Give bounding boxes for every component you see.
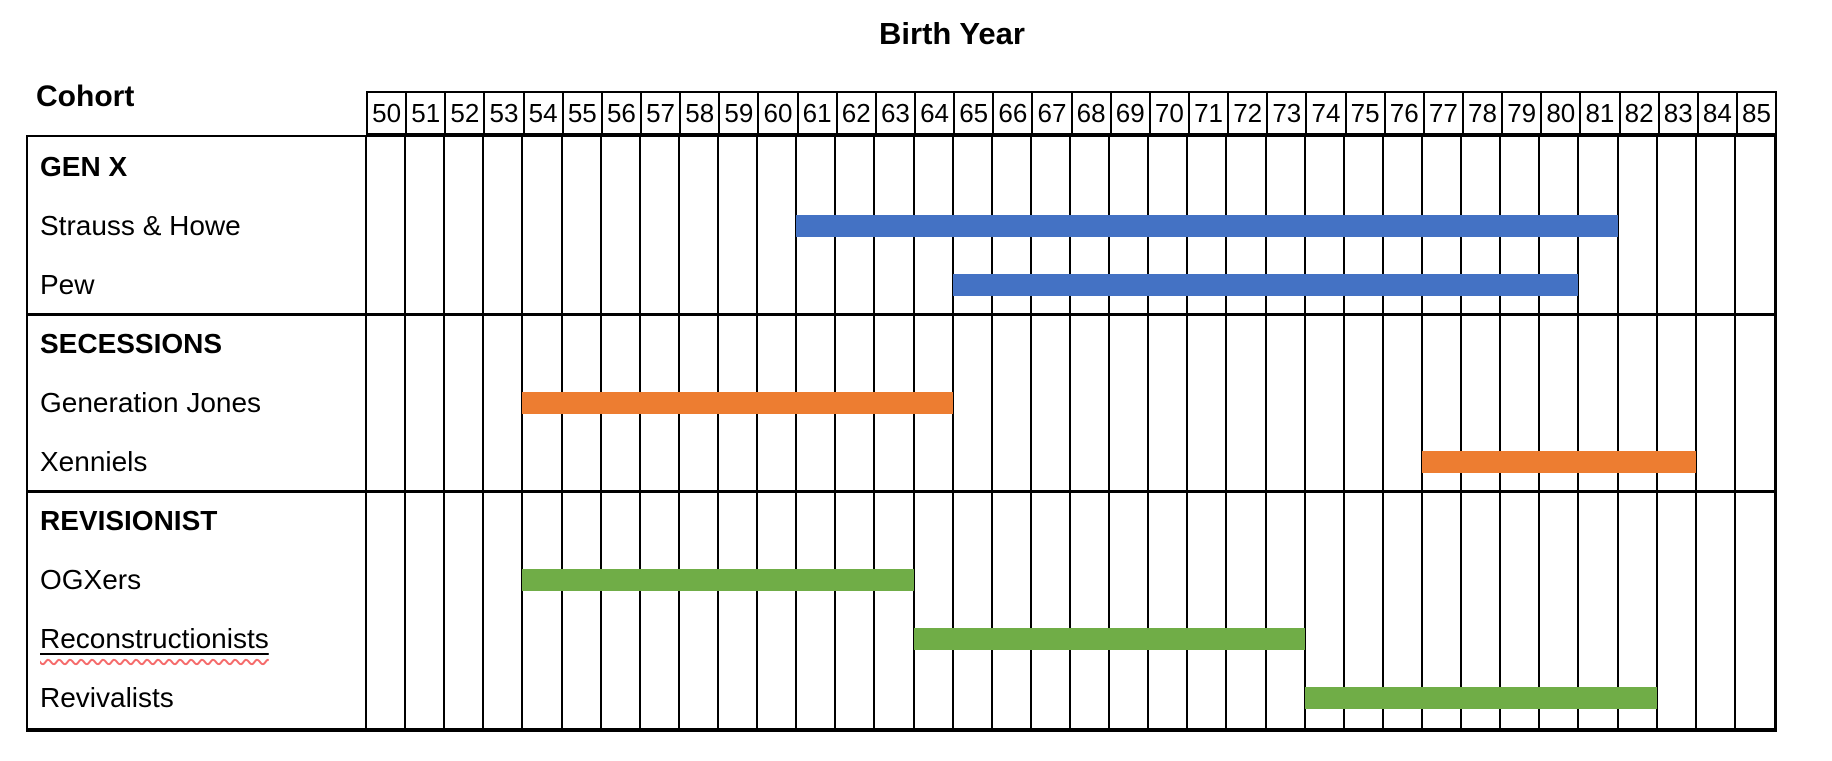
grid-line — [1069, 137, 1071, 728]
section-header-revisionist: REVISIONIST — [40, 505, 218, 537]
grid-line — [795, 137, 798, 728]
year-tick-83: 83 — [1657, 93, 1697, 133]
row-label-xenniels: Xenniels — [40, 446, 148, 478]
year-tick-73: 73 — [1266, 93, 1305, 133]
grid-line — [638, 137, 641, 728]
year-tick-51: 51 — [405, 93, 444, 133]
year-tick-56: 56 — [600, 93, 640, 133]
row-label-reconstructionists: Reconstructionists — [40, 610, 269, 669]
grid-line — [1733, 137, 1736, 728]
grid-line — [1421, 137, 1423, 728]
grid-line — [677, 137, 680, 728]
year-tick-61: 61 — [796, 93, 836, 133]
year-tick-74: 74 — [1305, 93, 1344, 133]
year-tick-67: 67 — [1031, 93, 1070, 133]
grid-line — [717, 137, 719, 728]
year-tick-71: 71 — [1187, 93, 1227, 133]
year-tick-64: 64 — [913, 93, 953, 133]
year-tick-52: 52 — [444, 93, 483, 133]
row-label-strauss-howe: Strauss & Howe — [40, 209, 241, 241]
bar-reconstructionists — [913, 628, 1305, 651]
year-tick-70: 70 — [1148, 93, 1188, 133]
bar-ogxers — [522, 569, 914, 592]
section-divider — [28, 490, 1774, 494]
bar-generation-jones — [522, 391, 953, 414]
year-tick-75: 75 — [1344, 93, 1384, 133]
year-tick-77: 77 — [1422, 93, 1462, 133]
year-tick-69: 69 — [1109, 93, 1149, 133]
bar-revivalists — [1304, 687, 1657, 710]
grid-line — [1186, 137, 1189, 728]
year-tick-65: 65 — [953, 93, 992, 133]
year-tick-58: 58 — [679, 93, 718, 133]
year-tick-50: 50 — [372, 98, 402, 128]
chart-body: GEN X Strauss & Howe Pew SECESSIONS Generati… — [26, 135, 1777, 732]
year-tick-55: 55 — [561, 93, 601, 133]
grid-line — [912, 137, 915, 728]
year-tick-72: 72 — [1227, 93, 1266, 133]
row-axis-label: Cohort — [36, 80, 135, 113]
year-tick-85: 85 — [1735, 93, 1775, 133]
year-tick-68: 68 — [1070, 93, 1110, 133]
year-tick-62: 62 — [835, 93, 875, 133]
grid-line — [1225, 137, 1228, 728]
year-tick-80: 80 — [1540, 93, 1579, 133]
row-label-generation-jones: Generation Jones — [40, 386, 262, 418]
year-axis-header: 50 51 52 53 54 55 56 57 58 59 60 61 62 63 64 65 66 67 68 69… — [366, 91, 1777, 135]
year-tick-59: 59 — [718, 93, 757, 133]
row-label-pew: Pew — [40, 268, 95, 300]
grid-line — [443, 137, 446, 728]
grid-line — [1694, 137, 1697, 728]
year-tick-54: 54 — [522, 93, 562, 133]
year-tick-78: 78 — [1461, 93, 1501, 133]
year-tick-84: 84 — [1696, 93, 1736, 133]
grid-line — [482, 137, 485, 728]
year-tick-53: 53 — [483, 93, 522, 133]
grid-line — [1264, 137, 1267, 728]
bar-xenniels — [1422, 451, 1696, 474]
year-tick-66: 66 — [992, 93, 1031, 133]
row-label-ogxers: OGXers — [40, 564, 142, 596]
grid-line — [1303, 137, 1306, 728]
row-label-revivalists: Revivalists — [40, 682, 174, 714]
bar-pew — [952, 273, 1579, 296]
grid-line — [834, 137, 837, 728]
spellcheck-squiggle: Reconstructionists — [40, 623, 269, 655]
grid-line — [1655, 137, 1658, 728]
underlined-text: Reconstructionists — [40, 623, 269, 655]
grid-line — [560, 137, 563, 728]
year-tick-81: 81 — [1579, 93, 1618, 133]
grid-line — [1342, 137, 1345, 728]
grid-line — [873, 137, 876, 728]
grid-line — [1381, 137, 1384, 728]
chart-title: Birth Year — [879, 16, 1025, 51]
year-tick-79: 79 — [1501, 93, 1540, 133]
section-header-secessions: SECESSIONS — [40, 327, 223, 359]
year-tick-60: 60 — [757, 93, 796, 133]
section-header-gen-x: GEN X — [40, 150, 128, 182]
grid-line — [1538, 137, 1541, 728]
section-divider — [28, 312, 1774, 316]
grid-line — [756, 137, 759, 728]
grid-line — [1499, 137, 1502, 728]
grid-line — [1616, 137, 1619, 728]
grid-line — [365, 137, 367, 728]
bar-strauss-howe — [796, 214, 1618, 237]
year-tick-57: 57 — [639, 93, 679, 133]
grid-line — [1029, 137, 1032, 728]
grid-line — [1460, 137, 1463, 728]
grid-line — [1147, 137, 1150, 728]
grid-line — [1108, 137, 1111, 728]
grid-line — [1577, 137, 1580, 728]
grid-line — [990, 137, 993, 728]
grid-line — [599, 137, 602, 728]
year-tick-63: 63 — [874, 93, 914, 133]
year-tick-82: 82 — [1618, 93, 1658, 133]
grid-line — [951, 137, 954, 728]
grid-line — [404, 137, 407, 728]
grid-line — [521, 137, 524, 728]
year-tick-76: 76 — [1383, 93, 1423, 133]
